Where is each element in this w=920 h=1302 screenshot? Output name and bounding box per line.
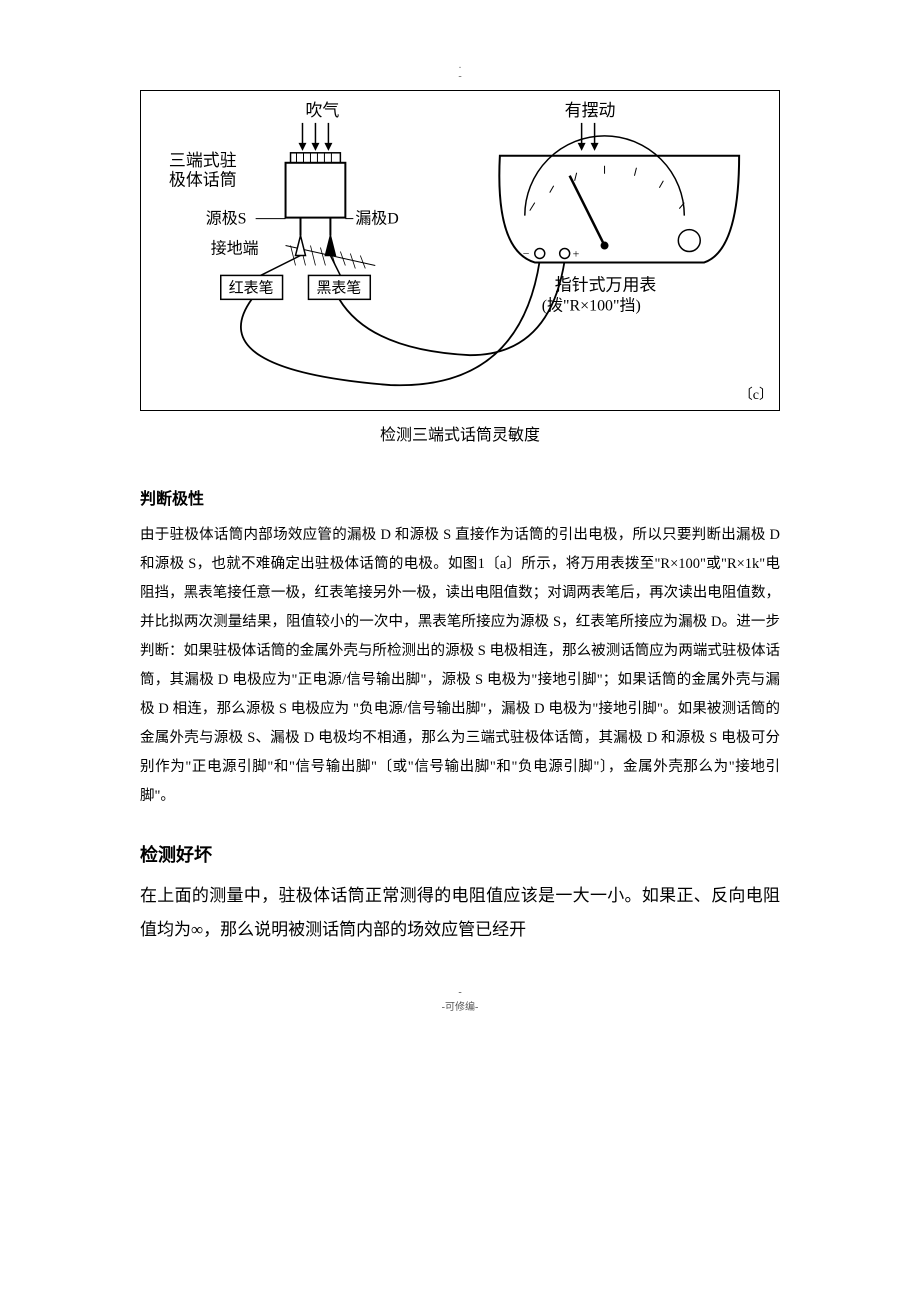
meter-jack-neg-icon [535,249,545,259]
section1-body: 由于驻极体话筒内部场效应管的漏极 D 和源极 S 直接作为话筒的引出电极，所以只… [140,521,780,811]
mic-body-icon [286,163,346,218]
header-marker: . - [140,60,780,82]
diagram-svg: 吹气 有摆动 三端式驻 极体话筒 [141,91,779,410]
label-meter-name: 指针式万用表 [555,275,657,294]
label-mic-type-1: 三端式驻 [169,151,237,170]
section2-body: 在上面的测量中，驻极体话筒正常测得的电阻值应该是一大一小。如果正、反向电阻值均为… [140,879,780,947]
label-pos: + [573,246,580,260]
label-meter-setting: (拨"R×100"挡) [542,296,641,314]
header-dot-1: . [140,60,780,71]
red-probe-tip-icon [296,236,306,256]
black-probe-tip-icon [325,236,335,256]
label-black-probe: 黑表笔 [316,279,361,296]
mic-top-icon [291,153,341,163]
meter-body-icon [499,156,739,263]
black-wire-icon [339,260,564,355]
page-footer: - -可修编- [140,987,780,1013]
footer-line2: -可修编- [140,998,780,1013]
label-drain: 漏极D [355,210,398,228]
section1-title: 判断极性 [140,485,780,509]
footer-line1: - [140,987,780,998]
meter-jack-pos-icon [560,249,570,259]
label-blow: 吹气 [305,101,339,120]
label-red-probe: 红表笔 [229,279,274,296]
section2-title: 检测好坏 [140,841,780,867]
label-ground: 接地端 [211,239,259,257]
red-wire-icon [241,260,540,385]
figure-sublabel: 〔c〕 [739,384,773,404]
figure-container: 吹气 有摆动 三端式驻 极体话筒 [140,90,780,411]
label-mic-type-2: 极体话筒 [169,171,237,190]
figure-caption: 检测三端式话筒灵敏度 [140,421,780,445]
label-source: 源极S [206,210,247,228]
label-neg: − [523,246,530,260]
label-swing: 有摆动 [565,101,616,120]
header-dot-2: - [140,71,780,82]
meter-knob-icon [678,230,700,252]
document-page: . - 吹气 有摆动 三端式驻 极体话筒 [0,0,920,1053]
